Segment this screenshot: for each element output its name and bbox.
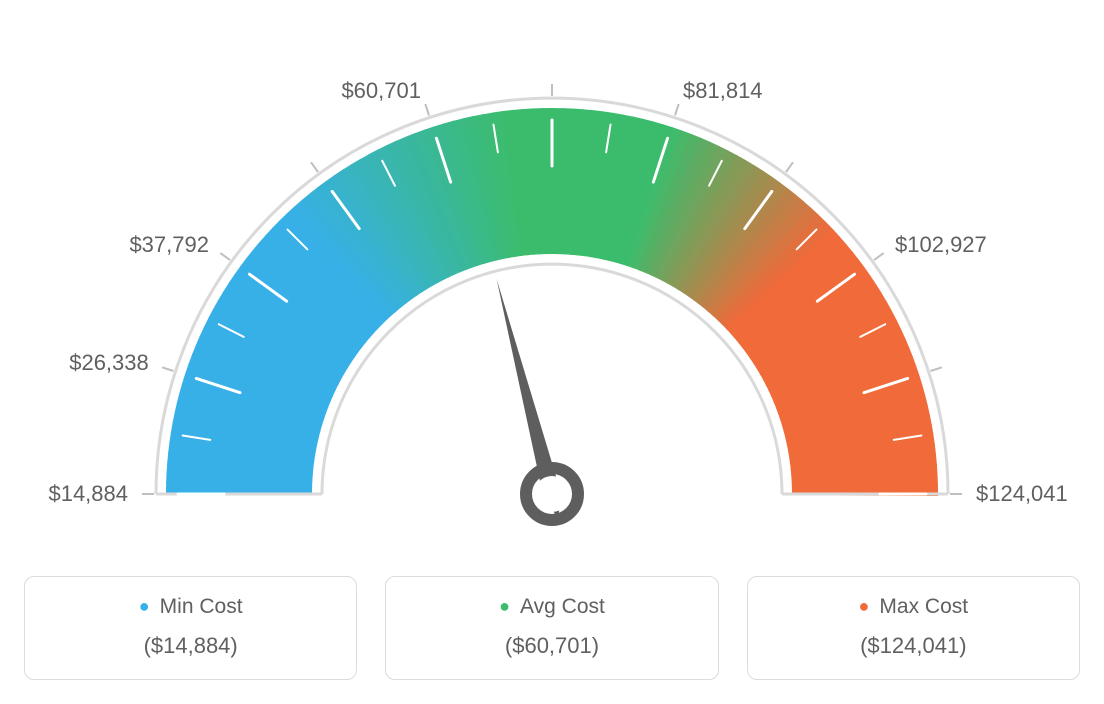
legend-min-value: ($14,884) [25, 633, 356, 659]
legend-avg-label: Avg Cost [386, 595, 717, 619]
legend-card-min: Min Cost ($14,884) [24, 576, 357, 680]
legend-row: Min Cost ($14,884) Avg Cost ($60,701) Ma… [24, 576, 1080, 680]
legend-max-label: Max Cost [748, 595, 1079, 619]
legend-min-label: Min Cost [25, 595, 356, 619]
gauge-tick-label: $102,927 [895, 232, 987, 258]
gauge-tick-label: $14,884 [48, 481, 128, 507]
gauge-tick-label: $37,792 [129, 232, 209, 258]
gauge-tick-label: $81,814 [683, 78, 763, 104]
legend-max-value: ($124,041) [748, 633, 1079, 659]
gauge-chart: $14,884 $26,338 $37,792 $60,701 $81,814 $102,… [24, 24, 1080, 564]
gauge-tick-label: $124,041 [976, 481, 1068, 507]
gauge-tick-label: $26,338 [69, 350, 149, 376]
legend-avg-value: ($60,701) [386, 633, 717, 659]
legend-card-max: Max Cost ($124,041) [747, 576, 1080, 680]
gauge-tick-label: $60,701 [341, 78, 421, 104]
legend-card-avg: Avg Cost ($60,701) [385, 576, 718, 680]
gauge-svg [24, 24, 1080, 564]
